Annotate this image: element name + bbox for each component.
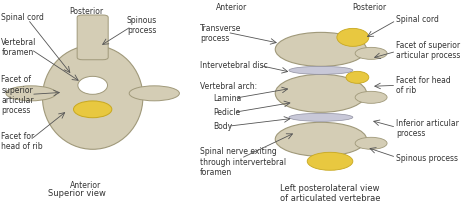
Ellipse shape [355,47,387,59]
Text: Intervetebral disc: Intervetebral disc [200,61,268,70]
Text: Spinous
process: Spinous process [127,16,157,35]
Ellipse shape [355,91,387,103]
Text: Posterior: Posterior [69,7,103,16]
Text: Facet of
superior
articular
process: Facet of superior articular process [1,75,34,115]
Text: Posterior: Posterior [352,3,386,12]
Ellipse shape [346,71,369,83]
Text: Spinous process: Spinous process [396,154,458,163]
Text: Facet for head
of rib: Facet for head of rib [396,76,451,95]
Text: Lamina: Lamina [214,94,242,103]
Text: Anterior: Anterior [216,3,247,12]
Text: Body: Body [214,122,233,131]
FancyBboxPatch shape [77,15,108,60]
Ellipse shape [289,66,353,74]
Text: Vertebral
foramen: Vertebral foramen [1,38,37,57]
Ellipse shape [275,74,366,112]
Ellipse shape [43,45,143,149]
Circle shape [73,101,112,118]
Text: Transverse
process: Transverse process [200,24,241,43]
Ellipse shape [78,76,108,94]
Ellipse shape [289,113,353,121]
Text: Facet of superior
articular process: Facet of superior articular process [396,41,461,60]
Text: Facet for
head of rib: Facet for head of rib [1,132,43,151]
Ellipse shape [275,32,366,66]
Ellipse shape [275,122,366,156]
Ellipse shape [337,28,369,46]
Text: Spinal cord: Spinal cord [1,13,44,22]
Ellipse shape [307,152,353,170]
Text: Spinal cord: Spinal cord [396,15,439,24]
Text: Superior view: Superior view [48,189,106,198]
Ellipse shape [129,86,179,101]
Text: Left posterolateral view
of articulated vertebrae: Left posterolateral view of articulated … [280,184,380,203]
Ellipse shape [355,137,387,149]
Ellipse shape [6,86,56,101]
Text: Anterior: Anterior [70,181,101,190]
Text: Inferior articular
process: Inferior articular process [396,119,459,138]
Text: Spinal nerve exiting
through intervertebral
foramen: Spinal nerve exiting through interverteb… [200,147,286,177]
Text: Pedicle: Pedicle [214,108,241,117]
Text: Vertebral arch:: Vertebral arch: [200,82,257,91]
